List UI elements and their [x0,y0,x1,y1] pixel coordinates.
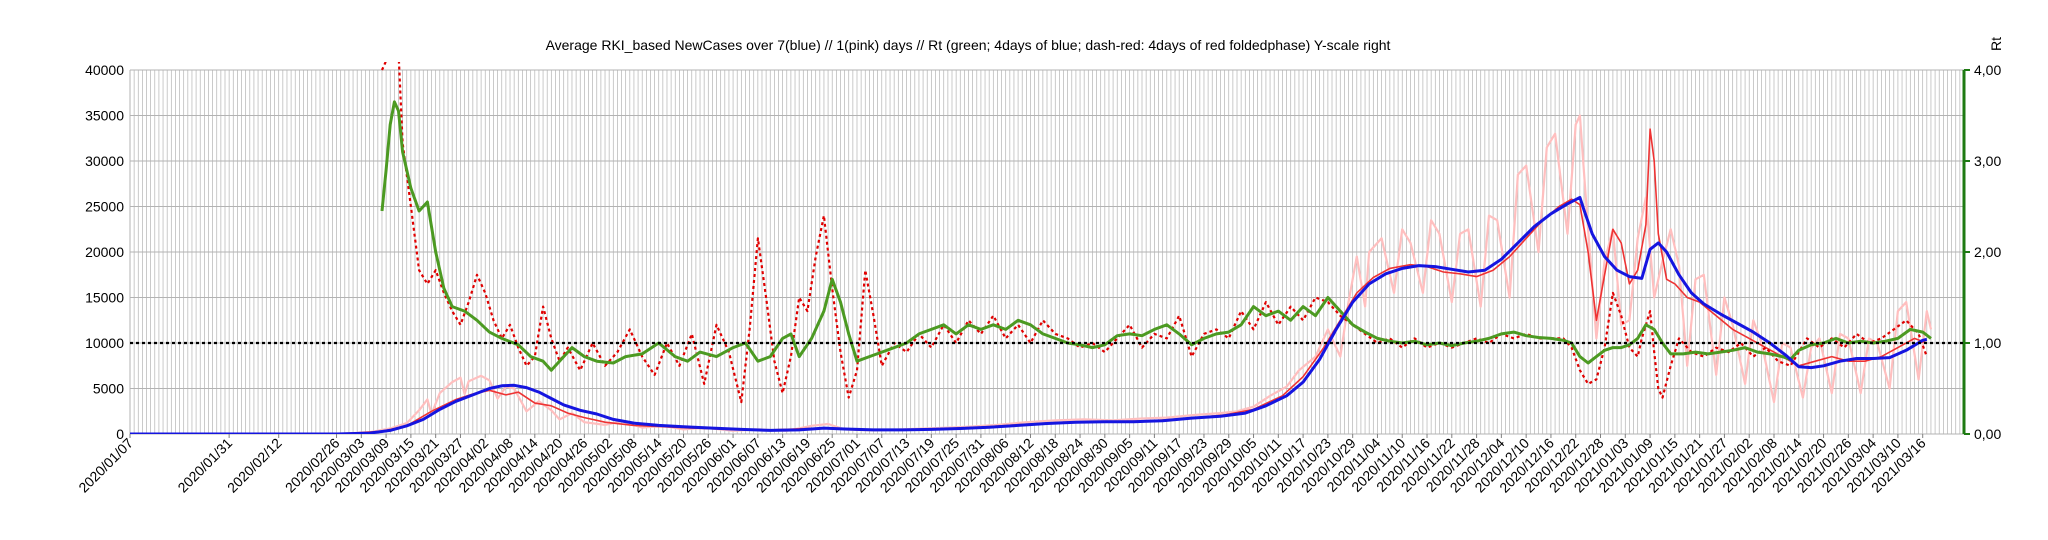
x-tick-label: 2020/01/07 [75,435,136,496]
y-tick-label: 35000 [85,108,124,124]
series-line-green [380,100,1932,372]
y2-tick-label: 3,00 [1974,153,2001,169]
grid [129,69,1965,435]
y-tick-label: 0 [116,426,124,442]
y-tick-label: 25000 [85,199,124,215]
y-tick-label: 5000 [93,381,124,397]
series-line-pink [130,114,1933,434]
series-line-red_dashed [380,62,1928,404]
axes: 0 5000 10000 15000 20000 25000 30000 35000 40000… [75,62,2001,496]
chart-title: Average RKI_based NewCases over 7(blue) … [546,37,1391,53]
y2-tick-label: 1,00 [1974,335,2001,351]
series-group [130,62,1964,434]
series-line-blue [130,195,1928,434]
y2-tick-label: 0,00 [1974,426,2001,442]
right-axis-label: Rt [1988,37,2004,51]
y2-tick-label: 4,00 [1974,62,2001,78]
y2-tick-label: 2,00 [1974,244,2001,260]
y-tick-label: 15000 [85,290,124,306]
y-tick-label: 10000 [85,335,124,351]
y-tick-label: 20000 [85,244,124,260]
y-tick-label: 30000 [85,153,124,169]
y-tick-label: 40000 [85,62,124,78]
x-tick-label: 2020/02/12 [224,435,285,496]
series-line-red [130,128,1928,434]
